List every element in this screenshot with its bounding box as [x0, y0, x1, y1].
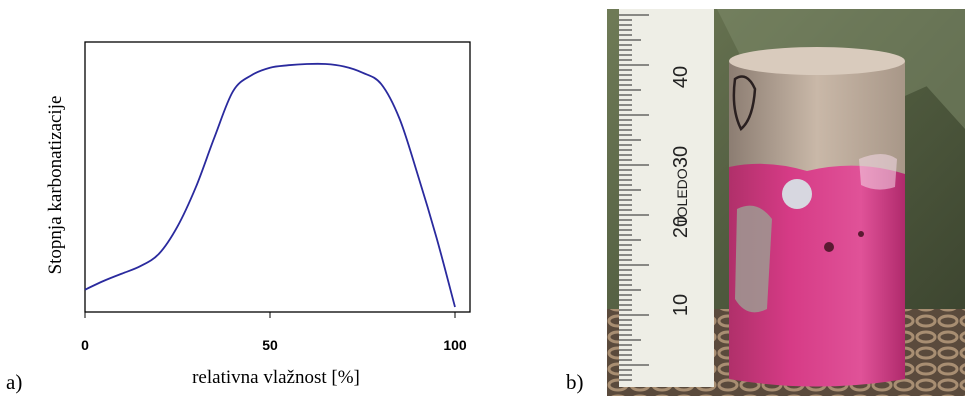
- series-line: [84, 62, 456, 308]
- x-tick-label-50: 50: [262, 337, 278, 353]
- plot-frame: [84, 41, 471, 313]
- x-ticks: 0 50 100: [81, 312, 467, 353]
- photo-illustration: 40 30 TOLEDO 20 10: [607, 9, 965, 396]
- x-axis-label: relativna vlažnost [%]: [192, 367, 360, 388]
- ruler-number-20: 20: [670, 216, 692, 238]
- ruler-number-10: 10: [670, 294, 692, 316]
- concrete-core: [729, 47, 905, 387]
- panel-label-b: b): [566, 370, 584, 394]
- ruler: 40 30 TOLEDO 20 10: [619, 9, 714, 387]
- x-tick-label-100: 100: [443, 337, 467, 353]
- ruler-number-40: 40: [670, 66, 692, 88]
- ruler-ticks: [619, 14, 649, 381]
- carbonation-chart: 0 50 100 relativna vlažnost [%] Stopnja ka…: [45, 41, 471, 388]
- concrete-core-photo: 40 30 TOLEDO 20 10: [607, 9, 965, 396]
- panel-label-a: a): [6, 370, 23, 394]
- ruler-brand: TOLEDO: [674, 168, 690, 225]
- ruler-number-30: 30: [670, 146, 692, 168]
- chart-canvas: 0 50 100 relativna vlažnost [%] Stopnja ka…: [45, 41, 471, 388]
- y-axis-label: Stopnja karbonatizacije: [45, 96, 66, 275]
- x-tick-label-0: 0: [81, 337, 89, 353]
